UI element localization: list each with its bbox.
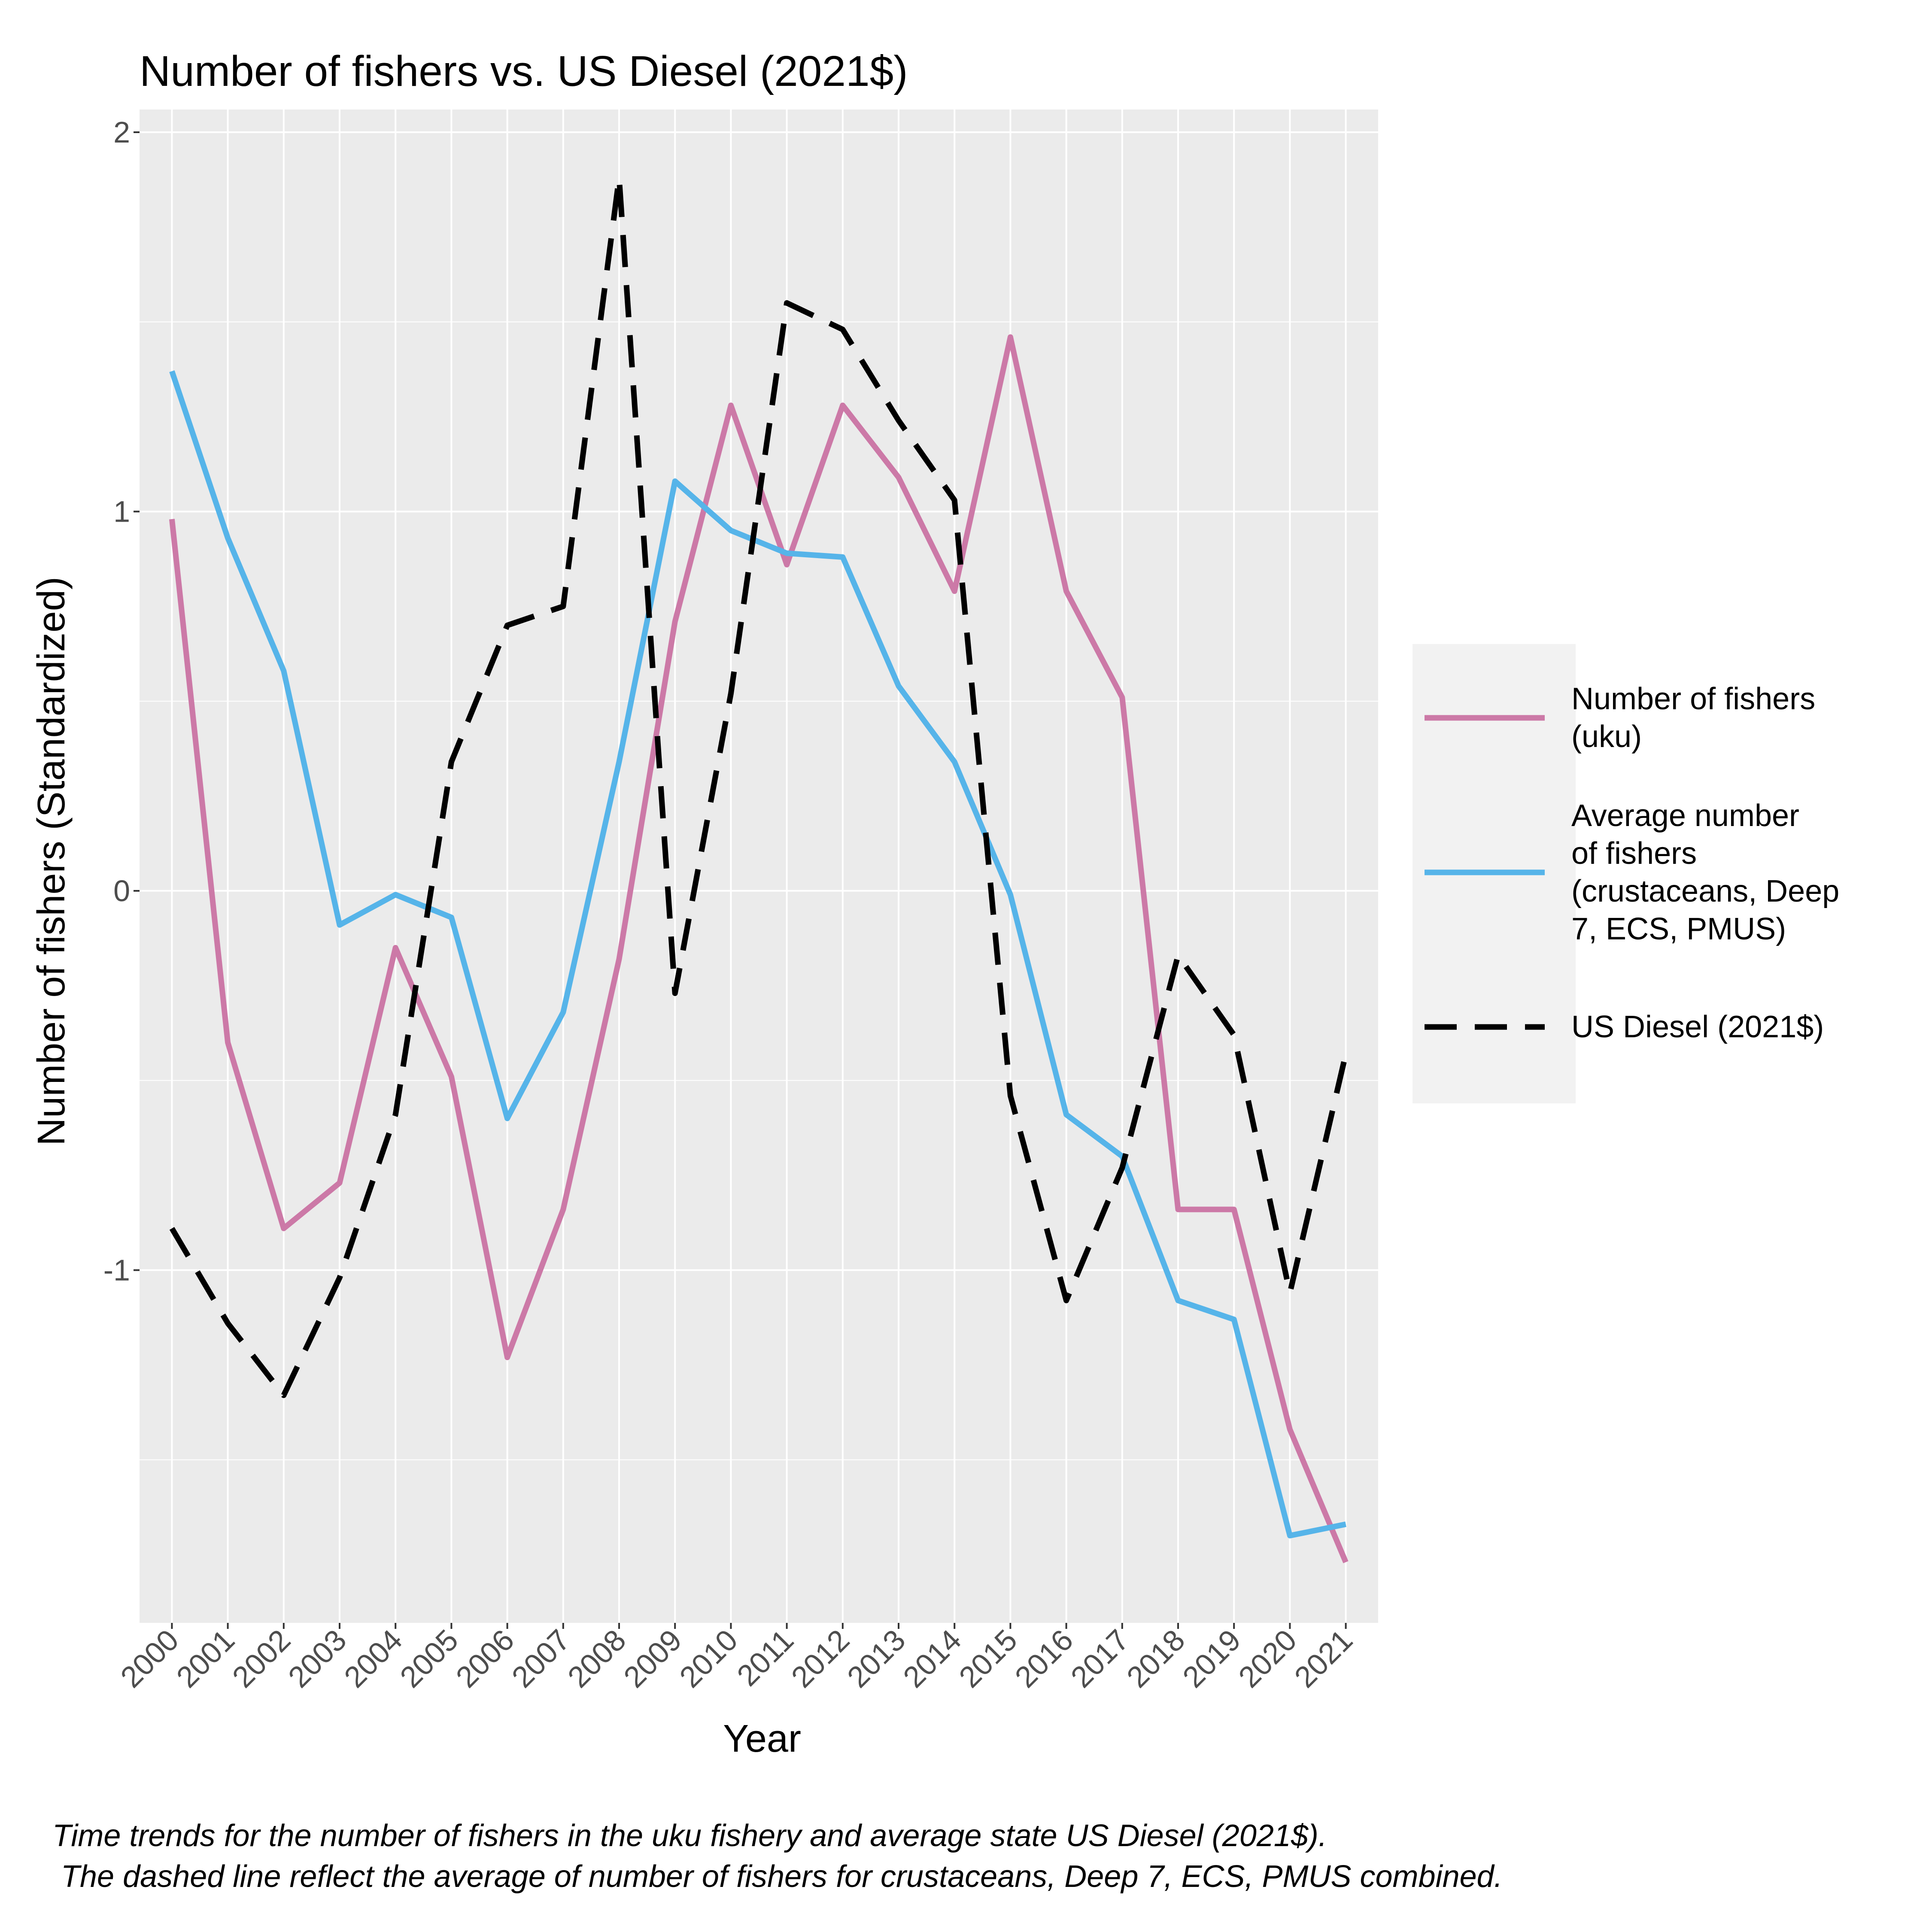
x-tick-label: 2008 [561,1623,632,1694]
series-layer [169,175,1349,1564]
x-tick-label: 2015 [953,1623,1024,1694]
legend-label-1: Number of fishers (uku) [1571,682,1815,754]
y-tick-label: -1 [103,1253,130,1287]
y-axis: 2 1 0 -1 [103,115,140,1287]
x-tick-label: 2000 [114,1623,185,1694]
legend-label-line: of fishers [1571,836,1697,871]
x-tick-label: 2006 [450,1623,520,1694]
x-tick-label: 2005 [394,1623,465,1694]
x-tick-label: 2002 [226,1623,297,1694]
x-tick-label: 2012 [785,1623,856,1694]
grid-major [140,109,1378,1623]
legend-label-3: US Diesel (2021$) [1571,1010,1824,1044]
series-line-3 [169,175,1349,1398]
x-tick-label: 2013 [841,1623,911,1694]
x-tick-label: 2009 [617,1623,688,1694]
legend-label-line: (crustaceans, Deep [1571,874,1839,908]
legend-label-line: US Diesel (2021$) [1571,1010,1824,1044]
series-line-2 [169,370,1346,1539]
x-tick-label: 2007 [505,1623,576,1694]
x-tick-label: 2001 [170,1623,241,1694]
x-tick-label: 2004 [338,1623,409,1694]
legend-label-2: Average number of fishers (crustaceans, De… [1571,799,1839,946]
x-tick-label: 2010 [673,1623,744,1694]
y-tick-label: 0 [113,874,130,908]
y-tick-label: 2 [113,115,130,149]
caption-line-1: Time trends for the number of fishers in… [52,1819,1327,1853]
legend: Number of fishers (uku) Average number of f… [1413,644,1839,1103]
x-tick-label: 2020 [1232,1623,1303,1694]
legend-label-line: (uku) [1571,720,1642,754]
y-axis-title: Number of fishers (Standardized) [30,577,73,1146]
x-axis-title: Year [723,1717,801,1760]
chart-title: Number of fishers vs. US Diesel (2021$) [140,47,908,95]
legend-label-line: Average number [1571,799,1799,833]
caption-line-2: The dashed line reflect the average of n… [52,1859,1503,1894]
x-tick-label: 2014 [897,1623,968,1694]
grid-minor [140,321,1378,1461]
x-tick-label: 2017 [1064,1623,1135,1694]
x-tick-label: 2016 [1009,1623,1079,1694]
plot-panel [140,109,1378,1623]
y-tick-label: 1 [113,495,130,528]
legend-label-line: Number of fishers [1571,682,1815,716]
x-tick-label: 2018 [1120,1623,1191,1694]
x-tick-label: 2021 [1288,1623,1359,1694]
legend-label-line: 7, ECS, PMUS) [1571,912,1786,946]
x-tick-label: 2019 [1176,1623,1247,1694]
x-tick-label: 2011 [731,1623,800,1692]
x-axis: 2000200120022003200420052006200720082009… [114,1623,1359,1694]
x-tick-label: 2003 [282,1623,352,1694]
